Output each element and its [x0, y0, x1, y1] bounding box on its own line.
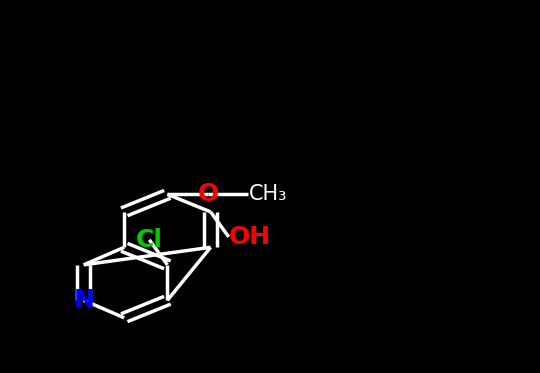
Text: Cl: Cl [136, 228, 163, 252]
Text: CH₃: CH₃ [248, 184, 287, 204]
Text: OH: OH [229, 225, 271, 249]
Text: N: N [73, 288, 94, 312]
Text: O: O [197, 182, 219, 206]
